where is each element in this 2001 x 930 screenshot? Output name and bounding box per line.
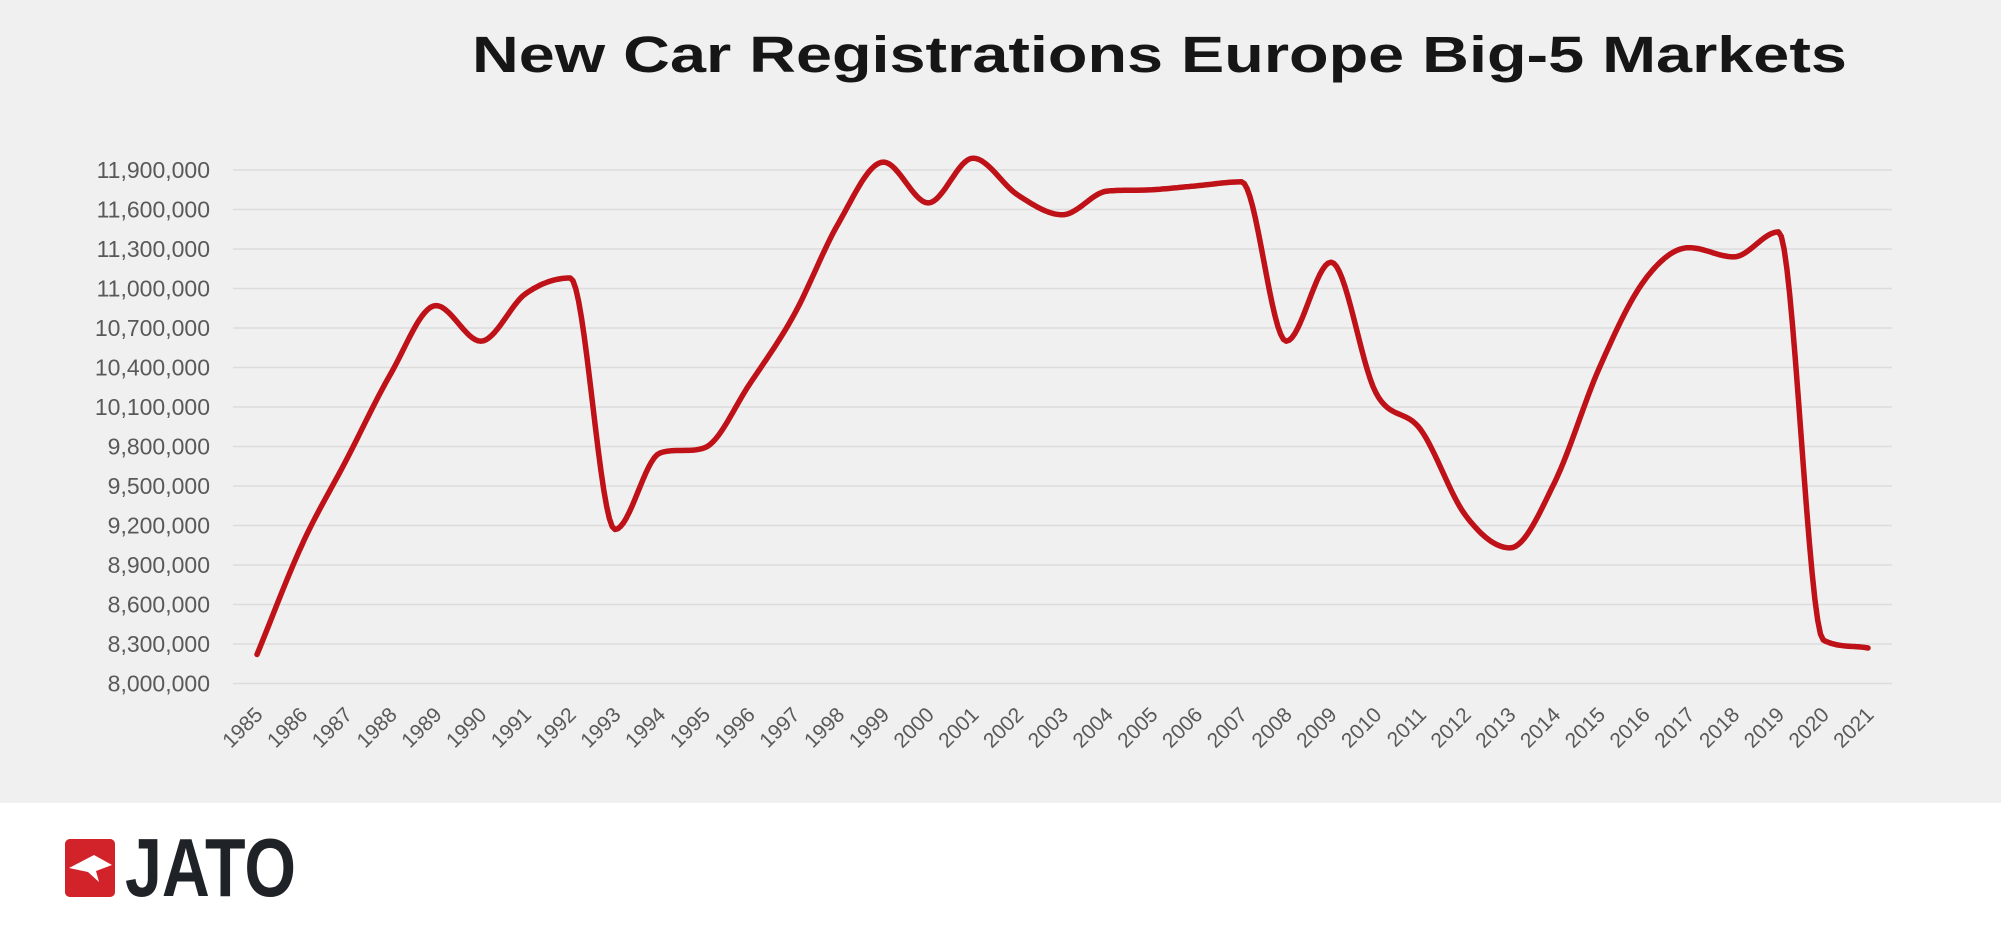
x-axis-label: 1989	[397, 703, 446, 752]
x-axis-label: 1990	[442, 703, 491, 752]
x-axis-label: 1993	[576, 703, 625, 752]
x-axis-label: 2006	[1158, 703, 1207, 752]
x-axis-label: 1998	[800, 703, 849, 752]
x-axis-label: 2009	[1292, 703, 1341, 752]
x-axis-label: 2020	[1784, 703, 1833, 752]
y-axis-label: 8,300,000	[108, 631, 210, 657]
x-axis-label: 1999	[845, 703, 894, 752]
x-axis-label: 1997	[755, 703, 804, 752]
y-axis-label: 9,500,000	[108, 473, 210, 499]
y-axis-label: 8,600,000	[108, 592, 210, 618]
y-axis-label: 9,800,000	[108, 434, 210, 460]
y-axis-labels: 8,000,000 8,300,000 8,600,000 8,900,000 9,20…	[95, 157, 210, 697]
x-axis-label: 2015	[1561, 703, 1610, 752]
x-axis-label: 2021	[1829, 703, 1878, 752]
x-axis-label: 1991	[487, 703, 536, 752]
x-axis-label: 2011	[1383, 703, 1431, 751]
y-axis-label: 11,900,000	[97, 157, 210, 183]
y-axis-label: 10,400,000	[95, 355, 210, 381]
x-axis-label: 1986	[263, 703, 312, 752]
x-axis-label: 2003	[1024, 703, 1073, 752]
gridlines	[233, 169, 1892, 685]
x-axis-label: 1995	[666, 703, 715, 752]
jato-logo-mark-icon	[65, 839, 115, 897]
x-axis-label: 2007	[1203, 703, 1252, 752]
y-axis-label: 11,600,000	[97, 197, 210, 223]
x-axis-label: 1996	[710, 703, 759, 752]
jato-logo: JATO	[65, 821, 339, 914]
chart-line	[254, 155, 1871, 658]
x-axis-label: 2002	[979, 703, 1028, 752]
x-axis-label: 2019	[1740, 703, 1789, 752]
x-axis-label: 2010	[1337, 703, 1386, 752]
x-axis-label: 2016	[1605, 703, 1654, 752]
y-axis-label: 8,900,000	[108, 552, 210, 578]
x-axis-labels: 1985198619871988198919901991199219931994…	[218, 703, 1878, 753]
logo-arrow-icon	[69, 855, 112, 882]
y-axis-label: 8,000,000	[108, 671, 210, 697]
footer: JATO	[0, 803, 2001, 930]
y-axis-label: 11,300,000	[97, 236, 210, 262]
x-axis-label: 1994	[621, 703, 671, 753]
x-axis-label: 2008	[1247, 703, 1296, 752]
chart-area: New Car Registrations Europe Big-5 Marke…	[0, 0, 2001, 803]
x-axis-label: 2018	[1695, 703, 1744, 752]
y-axis-label: 10,700,000	[95, 315, 210, 341]
y-axis-label: 10,100,000	[95, 394, 210, 420]
registrations-line-chart: 8,000,000 8,300,000 8,600,000 8,900,000 9,20…	[95, 155, 1892, 753]
jato-logo-text: JATO	[125, 821, 296, 914]
chart-title: New Car Registrations Europe Big-5 Marke…	[472, 26, 1847, 83]
x-axis-label: 2004	[1068, 703, 1118, 753]
x-axis-label: 1988	[352, 703, 401, 752]
x-axis-label: 2013	[1471, 703, 1520, 752]
x-axis-label: 2014	[1516, 703, 1566, 753]
y-axis-label: 11,000,000	[97, 276, 210, 302]
x-axis-label: 2001	[934, 703, 983, 752]
x-axis-label: 2005	[1113, 703, 1162, 752]
x-axis-label: 2000	[889, 703, 938, 752]
x-axis-label: 2017	[1650, 703, 1699, 752]
y-axis-label: 9,200,000	[108, 513, 210, 539]
x-axis-label: 2012	[1426, 703, 1475, 752]
x-axis-label: 1987	[308, 703, 357, 752]
x-axis-label: 1992	[531, 703, 580, 752]
x-axis-label: 1985	[218, 703, 267, 752]
